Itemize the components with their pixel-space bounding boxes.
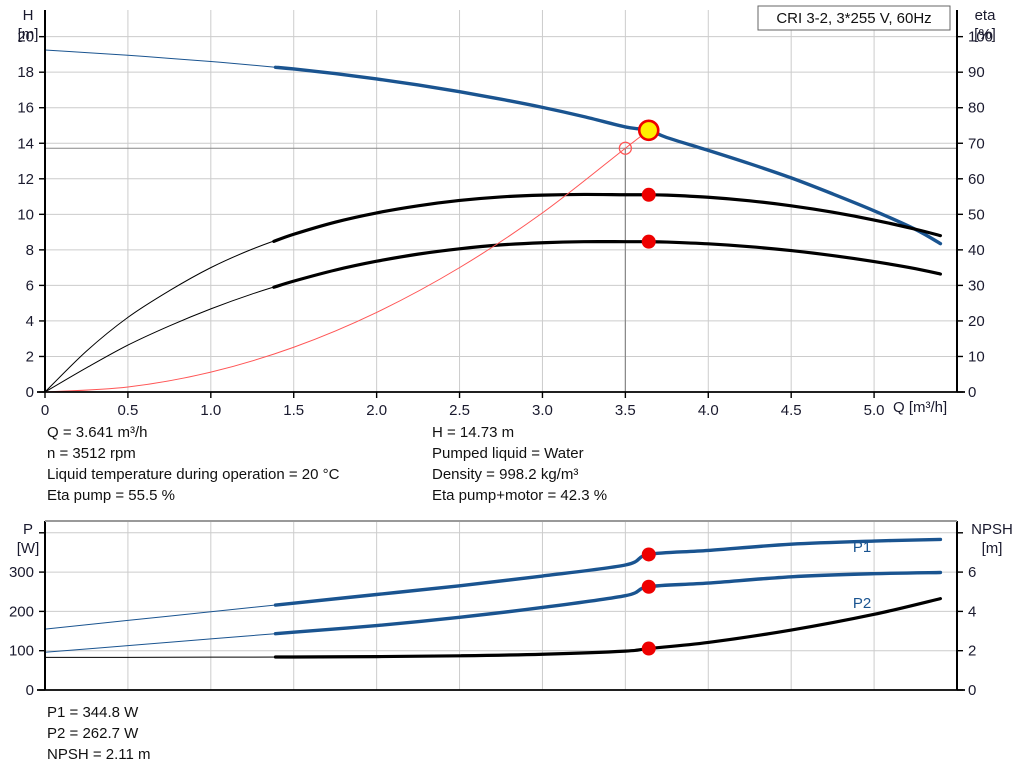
curve-thick-1 xyxy=(272,192,943,243)
lower-axis-labels: 0 100 200 300 0 2 4 6 xyxy=(9,564,976,699)
lower-chart: 0 100 200 300 0 2 4 6 P [W] NPSH [m] P1 P2 xyxy=(9,520,1013,699)
info-eta-pump-motor: Eta pump+motor = 42.3 % xyxy=(432,487,607,504)
curve-thick-0 xyxy=(273,65,943,246)
y-tick-label-left: 4 xyxy=(26,313,34,330)
title-box: CRI 3-2, 3*255 V, 60Hz xyxy=(757,5,951,31)
x-tick-label: 5.0 xyxy=(864,402,885,419)
lower-left-axis-unit: [W] xyxy=(17,540,40,557)
upper-axes xyxy=(37,10,965,398)
x-tick-label: 4.5 xyxy=(781,402,802,419)
curve-thick-2 xyxy=(273,597,943,659)
curve-thick-1 xyxy=(273,570,943,636)
upper-info-block: Q = 3.641 m³/h n = 3512 rpm Liquid tempe… xyxy=(47,424,607,504)
y-tick-label-right: 6 xyxy=(968,564,976,581)
upper-x-axis-label: Q [m³/h] xyxy=(893,399,947,416)
lower-curves xyxy=(44,537,943,659)
y-tick-label-left: 300 xyxy=(9,564,34,581)
y-tick-label-left: 6 xyxy=(26,277,34,294)
x-tick-label: 1.5 xyxy=(283,402,304,419)
y-tick-label-right: 50 xyxy=(968,206,985,223)
eta-marker xyxy=(641,187,656,202)
x-tick-label: 3.5 xyxy=(615,402,636,419)
y-tick-label-left: 100 xyxy=(9,643,34,660)
info-pumped-liquid: Pumped liquid = Water xyxy=(432,445,584,462)
info-npsh: NPSH = 2.11 m xyxy=(47,746,151,763)
title-box-label: CRI 3-2, 3*255 V, 60Hz xyxy=(776,10,931,27)
x-tick-label: 2.0 xyxy=(366,402,387,419)
y-tick-label-right: 0 xyxy=(968,682,976,699)
y-tick-label-right: 60 xyxy=(968,171,985,188)
p1-curve-label: P1 xyxy=(853,539,871,556)
y-tick-label-right: 70 xyxy=(968,135,985,152)
y-tick-label-right: 0 xyxy=(968,384,976,401)
upper-grid xyxy=(44,10,957,393)
y-tick-label-left: 20 xyxy=(17,29,34,46)
x-tick-label: 0 xyxy=(41,402,49,419)
upper-right-axis-name: eta xyxy=(975,7,997,24)
lower-info-block: P1 = 344.8 W P2 = 262.7 W NPSH = 2.11 m xyxy=(47,704,151,763)
info-n: n = 3512 rpm xyxy=(47,445,136,462)
y-tick-label-left: 16 xyxy=(17,100,34,117)
curve-thick-0 xyxy=(273,537,943,607)
x-tick-label: 2.5 xyxy=(449,402,470,419)
y-tick-label-right: 4 xyxy=(968,603,976,620)
info-q: Q = 3.641 m³/h xyxy=(47,424,147,441)
duty-point-marker xyxy=(637,119,660,142)
duty-marker-p1 xyxy=(641,547,656,562)
lower-right-axis-name: NPSH xyxy=(971,521,1013,538)
y-tick-label-right: 10 xyxy=(968,348,985,365)
info-eta-pump: Eta pump = 55.5 % xyxy=(47,487,175,504)
system-curve-marker xyxy=(618,141,633,155)
lower-axes xyxy=(37,520,965,691)
x-tick-label: 3.0 xyxy=(532,402,553,419)
y-tick-label-left: 200 xyxy=(9,603,34,620)
x-tick-label: 4.0 xyxy=(698,402,719,419)
y-tick-label-right: 100 xyxy=(968,29,993,46)
y-tick-label-left: 12 xyxy=(17,171,34,188)
info-p1: P1 = 344.8 W xyxy=(47,704,139,721)
plot-background xyxy=(45,521,957,690)
upper-left-axis-unit: [m] xyxy=(18,26,39,43)
upper-curves xyxy=(44,49,943,393)
info-h: H = 14.73 m xyxy=(432,424,514,441)
lower-grid xyxy=(44,521,957,691)
plot-background xyxy=(45,10,957,392)
x-tick-label: 0.5 xyxy=(117,402,138,419)
upper-chart: 0 0.5 1.0 1.5 2.0 2.5 3.0 3.5 4.0 4.5 5.0 0 2 4 6 8 10 12… xyxy=(17,5,997,419)
y-tick-label-left: 8 xyxy=(26,242,34,259)
info-liquid-temperature: Liquid temperature during operation = 20… xyxy=(47,466,340,483)
x-tick-label: 1.0 xyxy=(200,402,221,419)
y-tick-label-left: 0 xyxy=(26,384,34,401)
info-p2: P2 = 262.7 W xyxy=(47,725,139,742)
upper-left-axis-name: H xyxy=(23,7,34,24)
upper-right-axis-unit: [%] xyxy=(974,26,996,43)
curve-thick-2 xyxy=(272,240,943,289)
upper-axis-labels: 0 0.5 1.0 1.5 2.0 2.5 3.0 3.5 4.0 4.5 5.0 0 2 4 6 8 10 12… xyxy=(17,29,993,419)
lower-right-axis-unit: [m] xyxy=(982,540,1003,557)
y-tick-label-left: 18 xyxy=(17,64,34,81)
lower-left-axis-name: P xyxy=(23,521,33,538)
y-tick-label-right: 30 xyxy=(968,277,985,294)
y-tick-label-right: 2 xyxy=(968,643,976,660)
y-tick-label-right: 40 xyxy=(968,242,985,259)
y-tick-label-right: 90 xyxy=(968,64,985,81)
duty-marker-npsh xyxy=(641,641,656,656)
y-tick-label-left: 2 xyxy=(26,348,34,365)
y-tick-label-left: 10 xyxy=(17,206,34,223)
curve-system-curve xyxy=(44,129,650,393)
y-tick-label-left: 14 xyxy=(17,135,34,152)
duty-marker-p2 xyxy=(641,579,656,594)
info-density: Density = 998.2 kg/m³ xyxy=(432,466,578,483)
eta-marker xyxy=(641,234,656,249)
y-tick-label-right: 20 xyxy=(968,313,985,330)
y-tick-label-left: 0 xyxy=(26,682,34,699)
p2-curve-label: P2 xyxy=(853,595,871,612)
y-tick-label-right: 80 xyxy=(968,100,985,117)
